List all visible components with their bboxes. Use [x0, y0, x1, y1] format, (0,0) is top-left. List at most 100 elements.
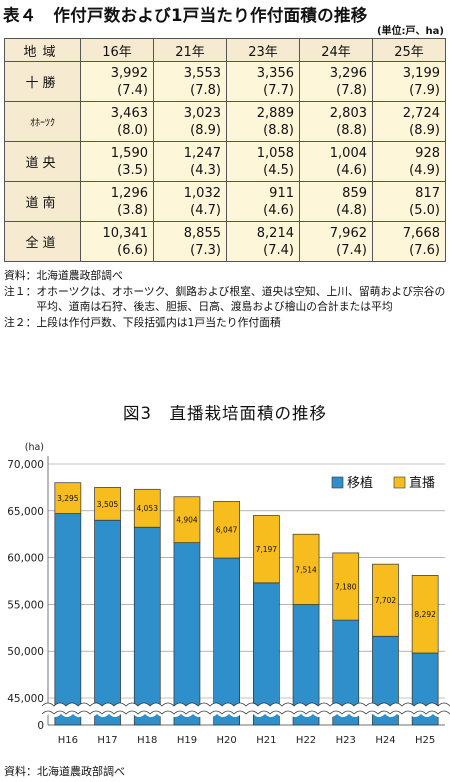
bar-segment-transplant [54, 513, 82, 726]
note: 注１： オホーツクは、オホーツク、釧路および根室、道央は空知、上川、留萌および宗… [4, 284, 446, 315]
household-count: 2,724 [402, 105, 440, 121]
legend-swatch [393, 476, 406, 489]
household-count: 817 [415, 185, 440, 201]
household-count: 859 [342, 185, 367, 201]
household-count: 1,058 [256, 145, 294, 161]
y-axis-unit: (ha) [25, 442, 44, 453]
household-count: 3,356 [256, 65, 294, 81]
table-header-row: 地域 16年 21年 23年 24年 25年 [4, 38, 446, 62]
data-label: 6,047 [216, 526, 238, 535]
header-year: 16年 [80, 38, 154, 62]
note: 注２： 上段は作付戸数、下段括弧内は1戸当たり作付面積 [4, 315, 446, 331]
note-key: 資料： [4, 269, 37, 282]
note-text: 北海道農政部調べ [36, 269, 123, 282]
table-title: 表４ 作付戸数および1戸当たり作付面積の推移 [3, 6, 368, 25]
table-cell: 1,058 (4.5) [226, 141, 300, 182]
household-count: 2,803 [329, 105, 367, 121]
area-per-household: (3.5) [117, 162, 148, 178]
table-row: 十勝 3,992 (7.4) 3,553 (7.8) 3,356 (7.7) 3,296 (7.… [4, 61, 446, 102]
household-count: 3,296 [329, 65, 367, 81]
data-label: 3,295 [57, 494, 79, 503]
table-row: ｵﾎｰﾂｸ 3,463 (8.0) 3,023 (8.9) 2,889 (8.8) 2,803… [4, 101, 446, 142]
table-cell: 928 (4.9) [372, 141, 446, 182]
area-per-household: (4.9) [409, 162, 440, 178]
table-cell: 3,992 (7.4) [80, 61, 154, 102]
area-per-household: (4.6) [336, 162, 367, 178]
x-tick-label: H18 [137, 735, 157, 746]
axis-break-line [41, 702, 450, 707]
data-label: 3,505 [97, 500, 119, 509]
x-tick-label: H16 [58, 735, 78, 746]
x-tick-label: H17 [97, 735, 117, 746]
data-label: 4,904 [176, 516, 198, 525]
bar-segment-transplant [94, 519, 121, 726]
area-per-household: (7.8) [336, 82, 367, 98]
y-tick-label: 70,000 [7, 459, 44, 471]
household-count: 1,590 [110, 145, 148, 161]
area-per-household: (4.3) [190, 162, 221, 178]
table-cell: 2,889 (8.8) [226, 101, 300, 142]
household-count: 10,341 [102, 225, 149, 241]
table-cell: 10,341 (6.6) [80, 221, 154, 262]
table-cell: 8,855 (7.3) [153, 221, 227, 262]
table-cell: 7,668 (7.6) [372, 221, 446, 262]
bar-segment-direct-seeding [173, 496, 201, 544]
household-count: 1,247 [183, 145, 221, 161]
x-tick-label: H20 [217, 735, 237, 746]
area-per-household: (6.6) [117, 242, 148, 258]
table-cell: 7,962 (7.4) [299, 221, 373, 262]
data-label: 7,197 [256, 545, 278, 554]
note-key: 注１： [4, 284, 37, 298]
household-count: 1,004 [329, 145, 367, 161]
y-tick-label: 45,000 [7, 693, 44, 705]
area-per-household: (7.6) [409, 242, 440, 258]
table-cell: 3,023 (8.9) [153, 101, 227, 142]
note-text: オホーツクは、オホーツク、釧路および根室、道央は空知、上川、留萌および宗谷の平均… [36, 284, 446, 314]
area-per-household: (3.8) [117, 202, 148, 218]
area-per-household: (8.8) [336, 122, 367, 138]
figure-title: 図3 直播栽培面積の推移 [123, 404, 327, 423]
legend-label: 移植 [347, 476, 373, 491]
data-table: 地域 16年 21年 23年 24年 25年 十勝 3,992 (7.4) 3,553… [4, 38, 446, 262]
note-key: 注２： [4, 315, 37, 329]
y-tick-label: 0 [37, 720, 44, 732]
bar-segment-transplant [173, 542, 201, 726]
household-count: 1,296 [110, 185, 148, 201]
figure-source: 資料：北海道農政部調べ [4, 765, 125, 778]
household-count: 7,962 [329, 225, 367, 241]
stacked-bar-chart: 0 45,000 50,000 55,000 60,000 65,000 70,000 (ha… [7, 442, 450, 746]
table-cell: 859 (4.8) [299, 181, 373, 222]
area-per-household: (7.3) [190, 242, 221, 258]
bar-segment-direct-seeding [292, 533, 320, 605]
household-count: 1,032 [183, 185, 221, 201]
bar-segment-direct-seeding [94, 487, 121, 521]
table-unit: (単位:戸、ha) [376, 26, 444, 37]
table-cell: 1,032 (4.7) [153, 181, 227, 222]
axis-break-line [41, 710, 450, 715]
area-per-household: (8.9) [409, 122, 440, 138]
table-cell: 2,724 (8.9) [372, 101, 446, 142]
x-tick-label: H23 [336, 735, 356, 746]
x-tick-label: H24 [375, 735, 395, 746]
table-cell: 817 (5.0) [372, 181, 446, 222]
bar-segment-transplant [133, 526, 161, 726]
table-cell: 911 (4.6) [226, 181, 300, 222]
header-region: 地域 [4, 38, 81, 62]
table-row: 道南 1,296 (3.8) 1,032 (4.7) 911 (4.6) 859 (4.8) 81… [4, 181, 446, 222]
bar-segment-transplant [213, 557, 240, 726]
household-count: 8,214 [256, 225, 294, 241]
area-per-household: (4.7) [190, 202, 221, 218]
bar-segment-direct-seeding [133, 488, 161, 528]
bar-segment-direct-seeding [411, 575, 439, 654]
area-per-household: (4.8) [336, 202, 367, 218]
area-per-household: (7.4) [336, 242, 367, 258]
legend-swatch [331, 476, 344, 489]
area-per-household: (4.5) [263, 162, 294, 178]
data-label: 7,514 [295, 565, 317, 574]
header-year: 24年 [299, 38, 373, 62]
x-tick-label: H25 [415, 735, 435, 746]
bar-segment-direct-seeding [372, 563, 399, 637]
area-per-household: (7.4) [263, 242, 294, 258]
table-row: 全道 10,341 (6.6) 8,855 (7.3) 8,214 (7.4) 7,962 (7… [4, 221, 446, 262]
header-year: 23年 [226, 38, 300, 62]
